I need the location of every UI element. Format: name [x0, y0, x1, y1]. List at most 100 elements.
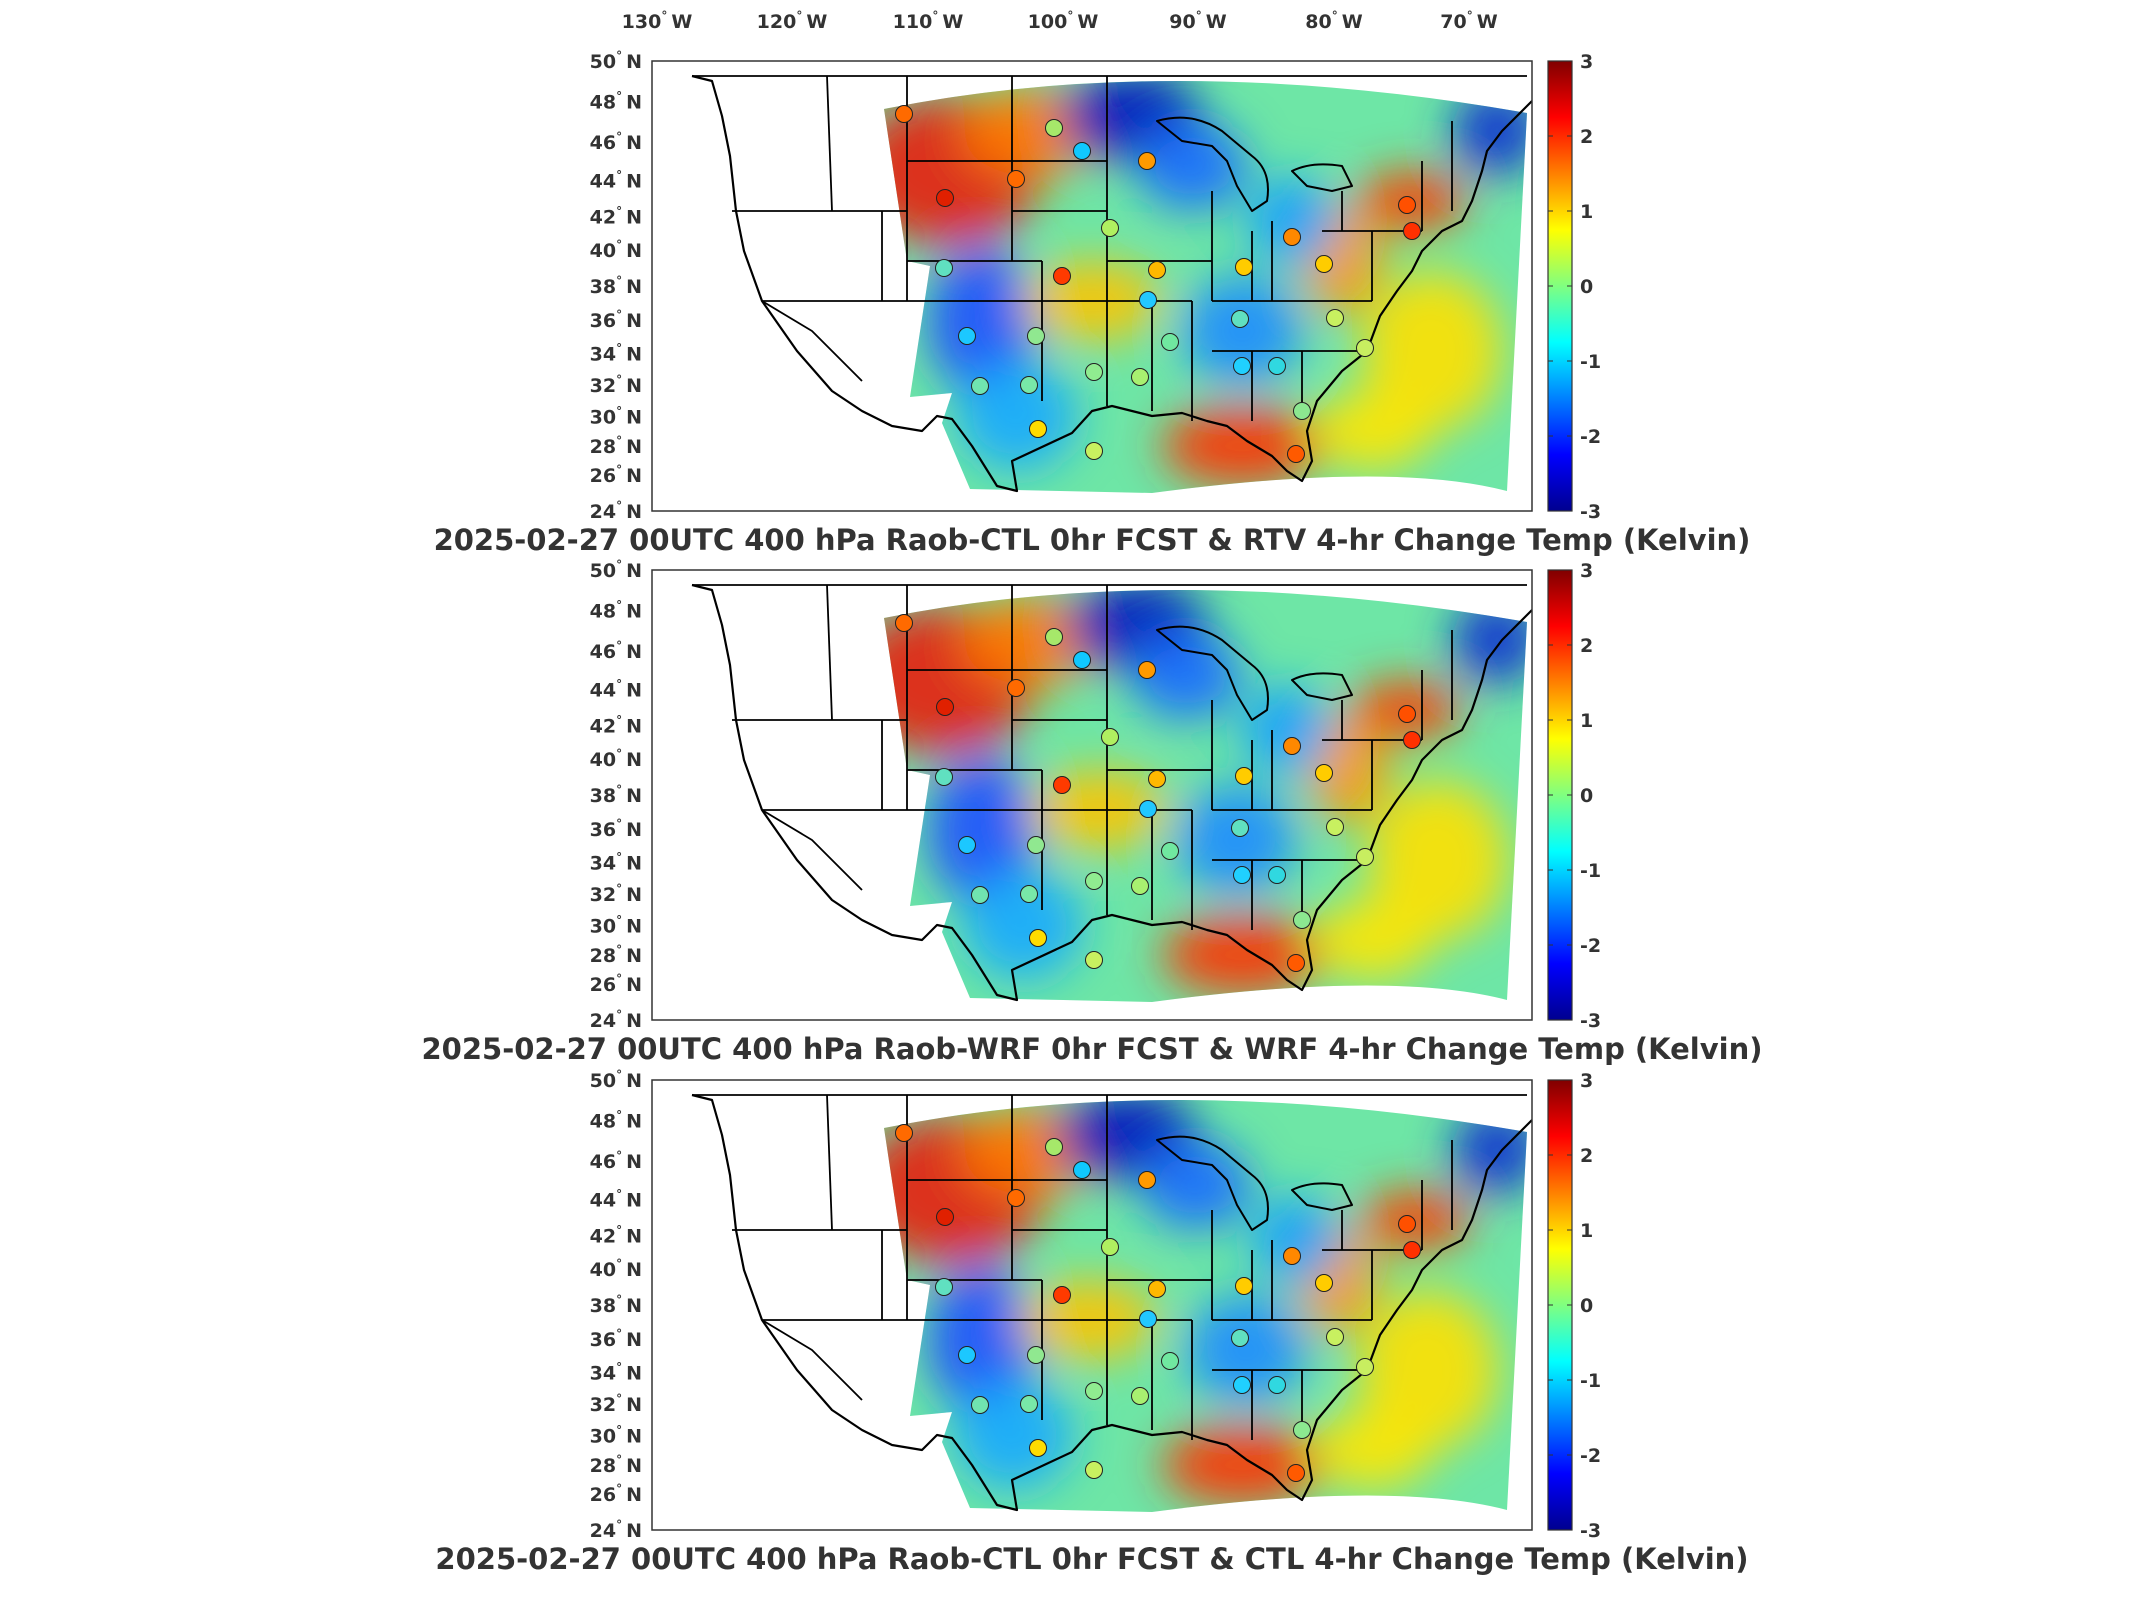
raob-station-marker	[1293, 402, 1311, 420]
svg-text:46°N: 46° N	[590, 1149, 642, 1173]
raob-station-marker	[1326, 309, 1344, 327]
lat-tick-label: 46° N	[590, 639, 642, 663]
raob-station-marker	[958, 836, 976, 854]
lat-tick-label: 50° N	[590, 1068, 642, 1092]
lat-tick-label: 24° N	[590, 1008, 642, 1032]
lat-tick-label: 50° N	[590, 558, 642, 582]
colorbar-tick-label: 2	[1580, 635, 1593, 657]
raob-station-marker	[1403, 1241, 1421, 1259]
raob-stations	[895, 614, 1421, 972]
raob-station-marker	[936, 698, 954, 716]
map-area	[651, 569, 1533, 1021]
raob-station-marker	[935, 259, 953, 277]
lat-tick-label: 28° N	[590, 434, 642, 458]
raob-station-marker	[1020, 885, 1038, 903]
lon-tick-label: 110° W	[893, 9, 964, 33]
colorbar-tick-label: -2	[1580, 935, 1601, 957]
colorbar-tick-label: 0	[1580, 1295, 1593, 1317]
lat-tick-label: 34° N	[590, 1361, 642, 1385]
svg-text:110°W: 110° W	[893, 9, 964, 33]
raob-station-marker	[1045, 119, 1063, 137]
raob-station-marker	[1148, 1280, 1166, 1298]
lon-tick-label: 70° W	[1440, 9, 1497, 33]
svg-text:44°N: 44° N	[590, 677, 642, 701]
lat-tick-label: 40° N	[590, 238, 642, 262]
raob-station-marker	[1398, 1215, 1416, 1233]
colorbar-tick-label: 0	[1580, 785, 1593, 807]
svg-text:50°N: 50° N	[590, 49, 642, 73]
raob-station-marker	[971, 1396, 989, 1414]
raob-station-marker	[1029, 1439, 1047, 1457]
svg-text:32°N: 32° N	[590, 1392, 642, 1416]
lat-tick-label: 26° N	[590, 463, 642, 487]
svg-text:44°N: 44° N	[590, 168, 642, 192]
raob-station-marker	[1403, 222, 1421, 240]
raob-station-marker	[936, 189, 954, 207]
anomaly-field	[884, 80, 1527, 493]
raob-station-marker	[1020, 1395, 1038, 1413]
map-frame	[651, 569, 1533, 1021]
raob-station-marker	[1293, 1421, 1311, 1439]
raob-station-marker	[971, 886, 989, 904]
lat-tick-label: 30° N	[590, 914, 642, 938]
raob-station-marker	[1073, 651, 1091, 669]
raob-station-marker	[1268, 1376, 1286, 1394]
svg-text:38°N: 38° N	[590, 274, 642, 298]
raob-station-marker	[895, 614, 913, 632]
svg-text:24°N: 24° N	[590, 1008, 642, 1032]
raob-station-marker	[1287, 954, 1305, 972]
raob-station-marker	[1101, 1238, 1119, 1256]
colorbar-tick-label: 1	[1580, 710, 1593, 732]
raob-station-marker	[1326, 1328, 1344, 1346]
raob-station-marker	[1027, 1346, 1045, 1364]
lat-tick-label: 36° N	[590, 817, 642, 841]
lat-tick-label: 28° N	[590, 1453, 642, 1477]
us-boundaries	[691, 74, 1532, 493]
raob-station-marker	[1131, 1387, 1149, 1405]
lat-tick-label: 24° N	[590, 499, 642, 523]
raob-station-marker	[1101, 728, 1119, 746]
raob-station-marker	[1287, 445, 1305, 463]
lat-tick-label: 34° N	[590, 851, 642, 875]
raob-station-marker	[1007, 170, 1025, 188]
raob-station-marker	[1131, 368, 1149, 386]
raob-stations	[895, 105, 1421, 463]
raob-station-marker	[1287, 1464, 1305, 1482]
lat-tick-label: 30° N	[590, 1424, 642, 1448]
raob-station-marker	[1403, 731, 1421, 749]
raob-station-marker	[1161, 842, 1179, 860]
raob-station-marker	[1235, 1277, 1253, 1295]
svg-text:42°N: 42° N	[590, 204, 642, 228]
raob-station-marker	[936, 1208, 954, 1226]
raob-station-marker	[1398, 196, 1416, 214]
raob-station-marker	[1235, 258, 1253, 276]
lat-tick-label: 26° N	[590, 972, 642, 996]
svg-text:38°N: 38° N	[590, 783, 642, 807]
map-frame	[651, 60, 1533, 512]
lat-tick-label: 28° N	[590, 943, 642, 967]
svg-text:120°W: 120° W	[757, 9, 828, 33]
svg-text:30°N: 30° N	[590, 1424, 642, 1448]
svg-text:70°W: 70° W	[1440, 9, 1497, 33]
raob-station-marker	[935, 1278, 953, 1296]
raob-station-marker	[1293, 911, 1311, 929]
svg-text:34°N: 34° N	[590, 342, 642, 366]
lat-tick-label: 42° N	[590, 713, 642, 737]
svg-text:24°N: 24° N	[590, 1518, 642, 1542]
raob-station-marker	[1085, 442, 1103, 460]
lon-tick-label: 90° W	[1169, 9, 1226, 33]
colorbar-tick-label: 3	[1580, 1070, 1593, 1092]
raob-station-marker	[935, 768, 953, 786]
raob-station-marker	[1356, 339, 1374, 357]
svg-text:36°N: 36° N	[590, 1327, 642, 1351]
colorbar-tick-label: -1	[1580, 351, 1601, 373]
raob-station-marker	[1138, 1171, 1156, 1189]
svg-text:36°N: 36° N	[590, 817, 642, 841]
raob-station-marker	[1139, 291, 1157, 309]
anomaly-field	[884, 589, 1527, 1002]
lat-tick-label: 42° N	[590, 204, 642, 228]
svg-text:34°N: 34° N	[590, 1361, 642, 1385]
lon-tick-label: 130° W	[622, 9, 693, 33]
raob-station-marker	[1139, 800, 1157, 818]
raob-station-marker	[1161, 333, 1179, 351]
